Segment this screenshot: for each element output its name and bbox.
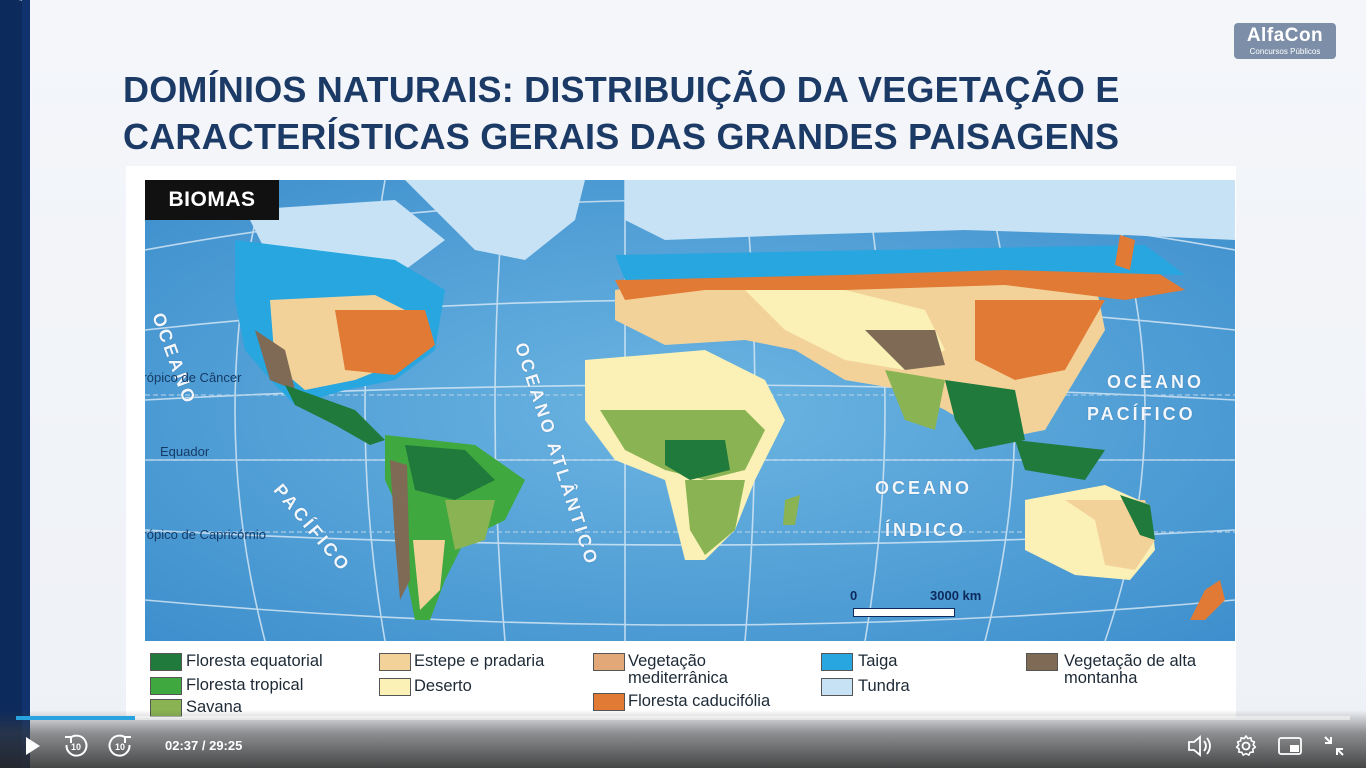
legend-label-vegetacao-mediterranica: Vegetação mediterrânica <box>628 653 728 687</box>
forward-10-label: 10 <box>115 742 125 752</box>
legend-swatch-floresta-equatorial <box>150 653 182 671</box>
seek-bar[interactable] <box>16 716 1350 720</box>
slide-title-line-1: DOMÍNIOS NATURAIS: DISTRIBUIÇÃO DA VEGET… <box>123 69 1120 110</box>
label-oceano-pacifico-right-2: PACÍFICO <box>1087 404 1196 424</box>
legend-label-vegetacao-line1: Vegetação <box>628 652 706 670</box>
label-oceano-indico-2: ÍNDICO <box>885 520 966 540</box>
legend-label-floresta-caducifolia: Floresta caducifólia <box>628 692 771 710</box>
legend-swatch-tundra <box>821 678 853 696</box>
scale-bar <box>853 608 955 617</box>
legend-label-vegetacao-alta-montanha: Vegetação de alta montanha <box>1064 653 1196 687</box>
gear-icon <box>1235 735 1257 756</box>
rewind-10-icon: 10 <box>65 734 88 757</box>
label-equador: Equador <box>160 444 210 459</box>
legend-swatch-vegetacao-mediterranica <box>593 653 625 671</box>
legend-label-deserto: Deserto <box>414 677 472 695</box>
legend-label-floresta-equatorial: Floresta equatorial <box>186 652 323 670</box>
settings-button[interactable] <box>1231 731 1261 761</box>
volume-icon <box>1188 735 1211 757</box>
legend-swatch-floresta-tropical <box>150 677 182 695</box>
rewind-10-label: 10 <box>71 742 81 752</box>
legend-label-montanha-line2: montanha <box>1064 669 1138 687</box>
slide-left-band <box>0 0 30 768</box>
scale-zero: 0 <box>850 588 858 603</box>
map-scale: 0 3000 km <box>850 586 981 626</box>
label-tropico-capricornio: Trópico de Capricórnio <box>145 527 267 542</box>
playback-time: 02:37 / 29:25 <box>165 738 243 753</box>
legend-label-alta-line1: Vegetação de alta <box>1064 652 1197 670</box>
forward-10-button[interactable]: 10 <box>105 731 135 761</box>
slide-title-line-2: CARACTERÍSTICAS GERAIS DAS GRANDES PAISA… <box>123 116 1120 157</box>
volume-button[interactable] <box>1186 731 1216 761</box>
legend-label-estepe-pradaria: Estepe e pradaria <box>414 652 545 670</box>
picture-in-picture-icon <box>1278 737 1302 755</box>
play-icon <box>26 737 40 755</box>
biomas-badge: BIOMAS <box>145 180 279 220</box>
forward-10-icon: 10 <box>108 734 131 757</box>
picture-in-picture-button[interactable] <box>1275 731 1305 761</box>
legend-label-mediterranica-line2: mediterrânica <box>628 669 728 687</box>
legend-swatch-vegetacao-alta-montanha <box>1026 653 1058 671</box>
map-graphic <box>145 180 1235 641</box>
scale-km: 3000 km <box>930 588 982 603</box>
play-button[interactable] <box>17 731 47 761</box>
exit-fullscreen-icon <box>1324 736 1344 756</box>
rewind-10-button[interactable]: 10 <box>61 731 91 761</box>
legend-swatch-estepe-pradaria <box>379 653 411 671</box>
legend-swatch-deserto <box>379 678 411 696</box>
exit-fullscreen-button[interactable] <box>1319 731 1349 761</box>
map-legend: Floresta equatorial Floresta tropical Sa… <box>148 651 1238 717</box>
legend-label-tundra: Tundra <box>858 677 910 695</box>
alfacon-logo: AlfaCon Concursos Públicos <box>1234 23 1336 59</box>
legend-label-floresta-tropical: Floresta tropical <box>186 676 304 694</box>
logo-name: AlfaCon <box>1246 25 1324 46</box>
biomes-figure: BIOMAS OCEANO PACÍFICO OCEANO ATLÂNTICO … <box>126 166 1236 718</box>
label-oceano-pacifico-right-1: OCEANO <box>1107 372 1205 392</box>
slide-title: DOMÍNIOS NATURAIS: DISTRIBUIÇÃO DA VEGET… <box>123 66 1243 160</box>
label-tropico-cancer: Trópico de Câncer <box>145 370 242 385</box>
seek-progress <box>16 716 135 720</box>
world-biomes-map: BIOMAS OCEANO PACÍFICO OCEANO ATLÂNTICO … <box>145 180 1235 641</box>
legend-swatch-taiga <box>821 653 853 671</box>
label-oceano-indico-1: OCEANO <box>875 478 973 498</box>
legend-label-taiga: Taiga <box>858 652 898 670</box>
legend-swatch-floresta-caducifolia <box>593 693 625 711</box>
logo-subtitle: Concursos Públicos <box>1249 47 1321 56</box>
